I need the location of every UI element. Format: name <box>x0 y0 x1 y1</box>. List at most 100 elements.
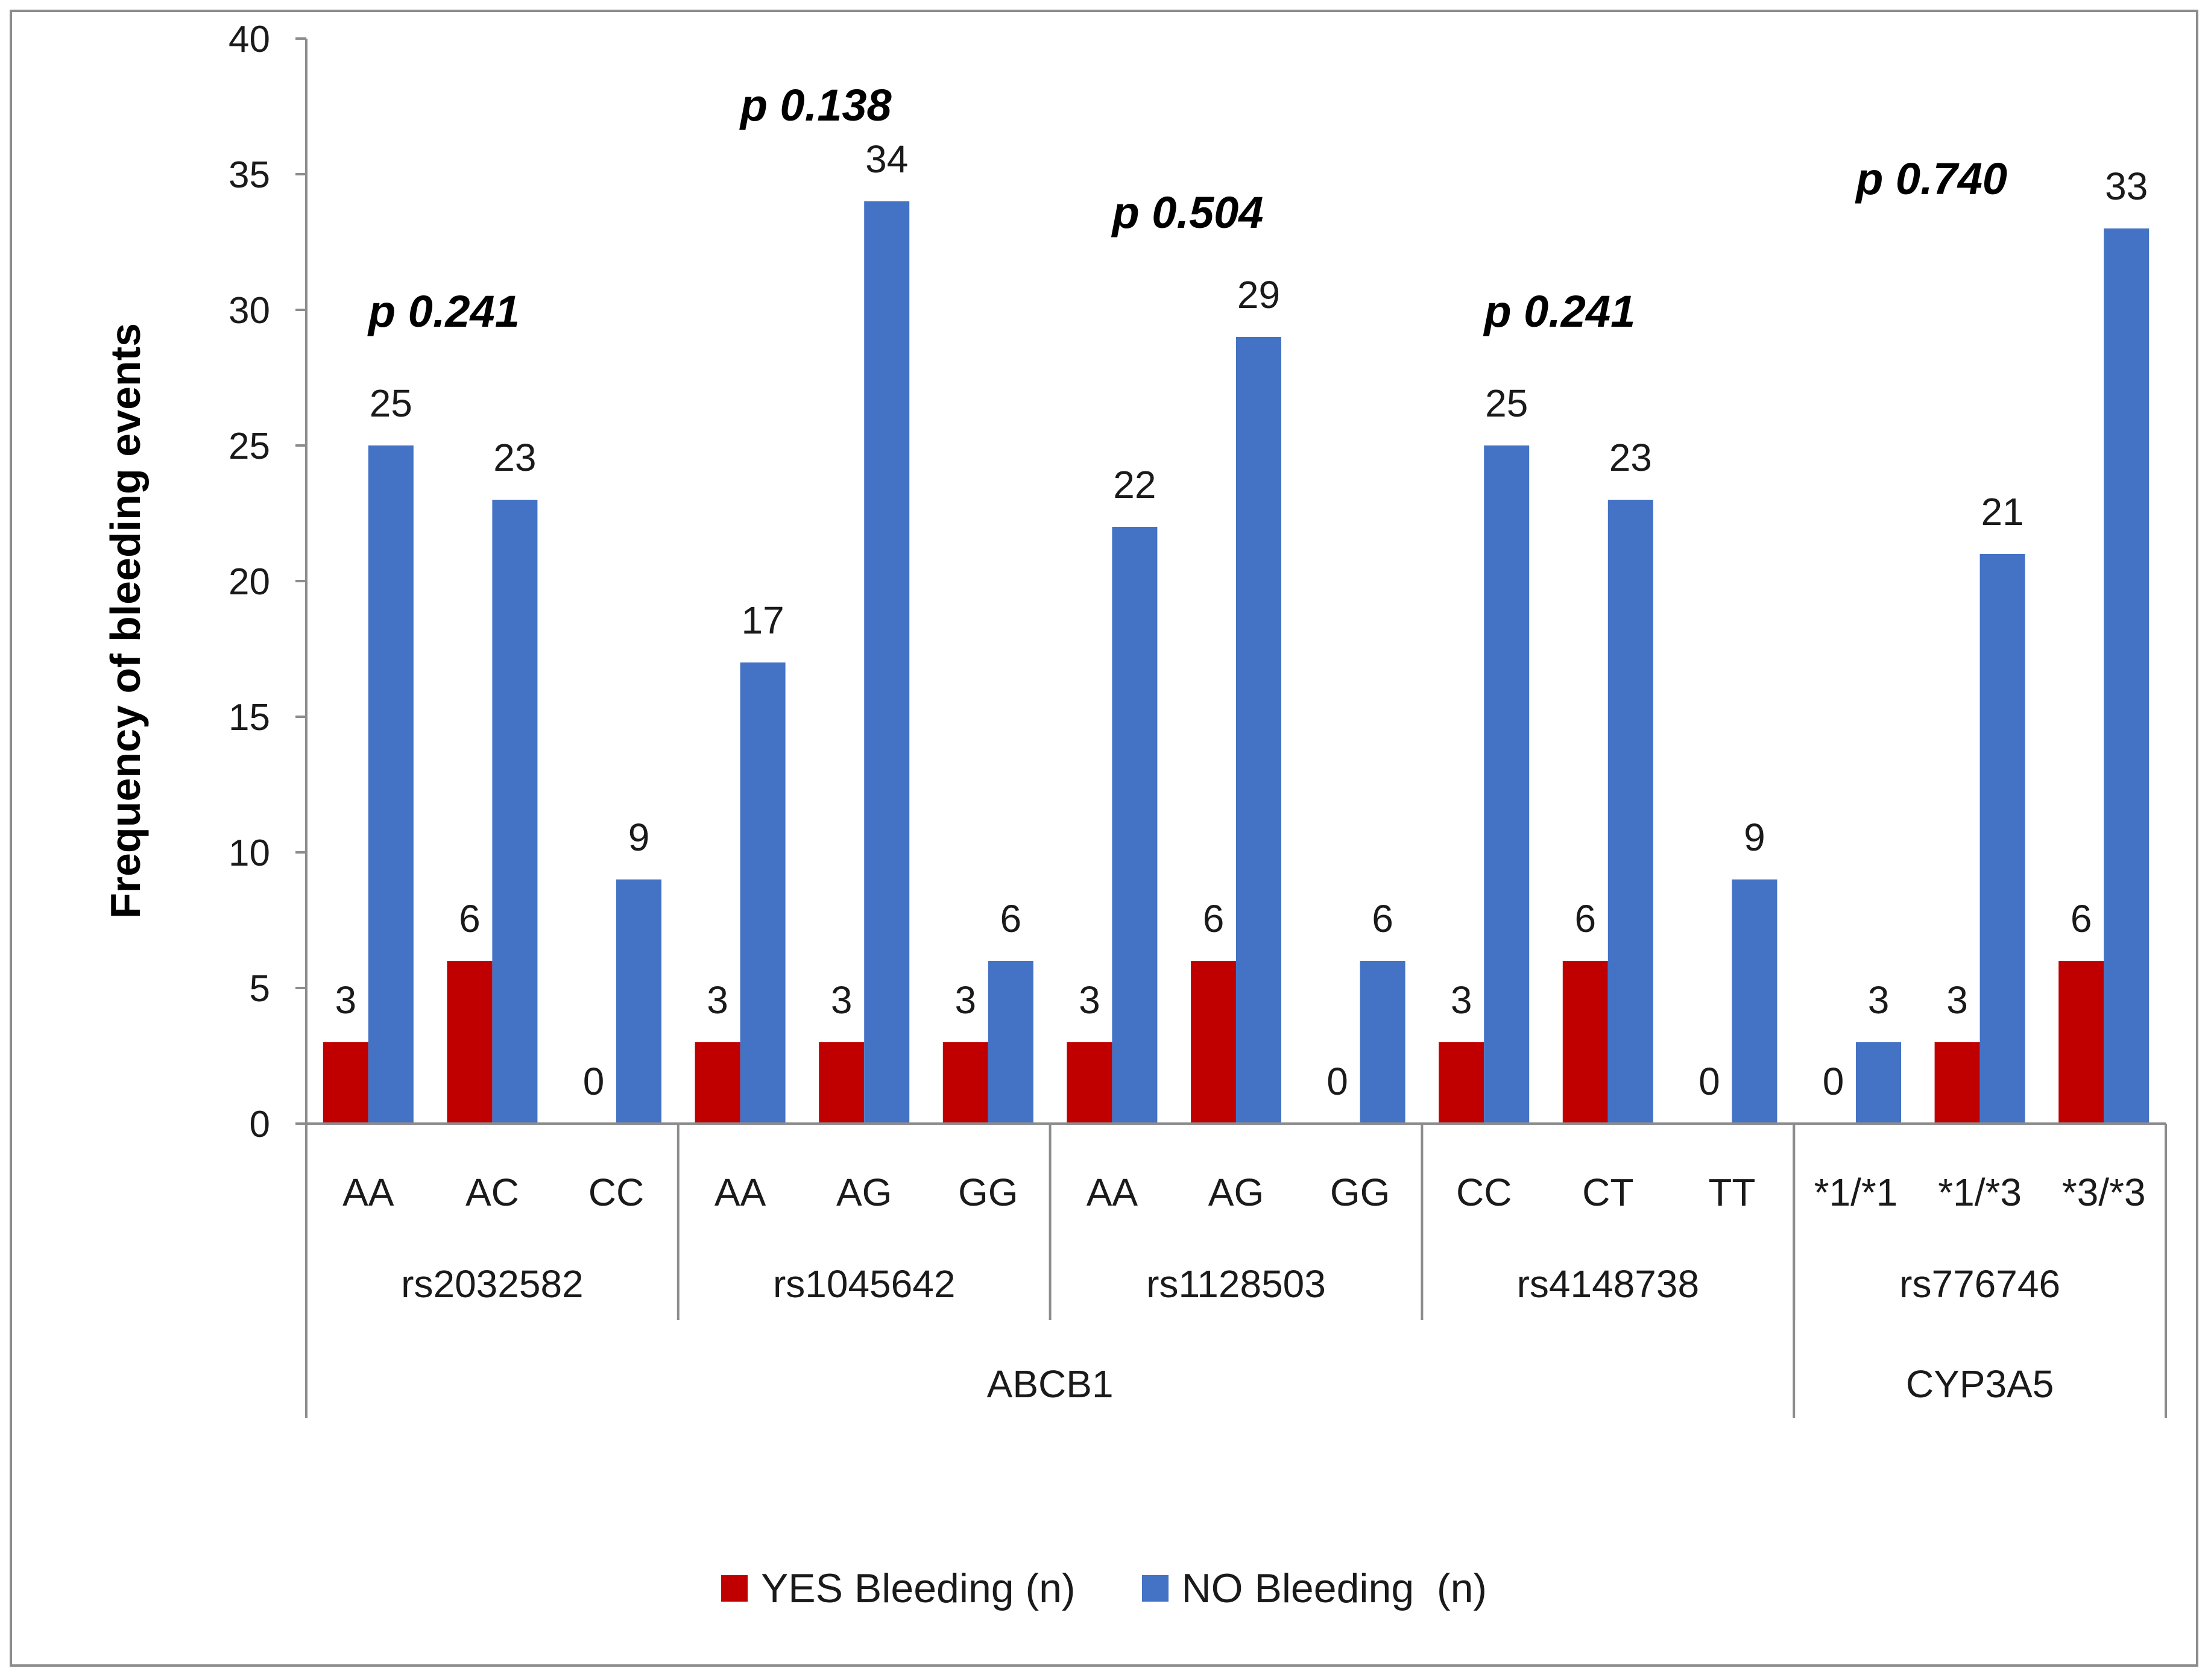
y-axis-label: Frequency of bleeding events <box>102 323 149 919</box>
data-label-no: 3 <box>1868 978 1890 1022</box>
data-label-no: 33 <box>2105 165 2148 208</box>
y-tick-label: 40 <box>229 19 270 60</box>
y-tick-label: 35 <box>229 154 270 196</box>
legend-swatch-no <box>1141 1575 1169 1602</box>
snp-group-label: rs776746 <box>1899 1262 2060 1306</box>
bar-no-bleeding <box>864 201 910 1124</box>
x-category-label: AA <box>1087 1171 1138 1214</box>
legend-item-yes: YES Bleeding (n) <box>721 1565 1076 1612</box>
x-category-label: CC <box>1456 1171 1512 1214</box>
bar-no-bleeding <box>1236 337 1281 1124</box>
x-category-label: CC <box>588 1171 644 1214</box>
y-tick-label: 20 <box>229 561 270 603</box>
legend-swatch-yes <box>721 1575 748 1602</box>
legend-label-no: NO Bleeding (n) <box>1181 1565 1487 1611</box>
data-label-yes: 3 <box>1946 978 1968 1022</box>
x-category-label: GG <box>1330 1171 1390 1214</box>
data-label-yes: 3 <box>955 978 977 1022</box>
bar-no-bleeding <box>616 879 661 1124</box>
x-category-label: *1/*1 <box>1814 1171 1898 1214</box>
x-category-label: TT <box>1708 1171 1755 1214</box>
data-label-no: 25 <box>1485 382 1528 425</box>
bar-yes-bleeding <box>1439 1042 1484 1124</box>
data-label-yes: 3 <box>831 978 853 1022</box>
y-tick-label: 5 <box>250 968 270 1010</box>
snp-group-label: rs4148738 <box>1517 1262 1699 1306</box>
data-label-no: 6 <box>1000 897 1022 940</box>
bars-layer <box>323 201 2150 1124</box>
data-label-yes: 3 <box>335 978 357 1022</box>
x-category-label: CT <box>1582 1171 1633 1214</box>
bar-no-bleeding <box>1112 527 1158 1124</box>
bar-yes-bleeding <box>819 1042 865 1124</box>
data-label-no: 22 <box>1113 463 1156 506</box>
snp-group-label: rs1045642 <box>773 1262 955 1306</box>
y-tick-label: 30 <box>229 290 270 332</box>
bar-no-bleeding <box>1856 1042 1901 1124</box>
bar-yes-bleeding <box>1934 1042 1980 1124</box>
legend-label-yes: YES Bleeding (n) <box>760 1565 1076 1611</box>
labels-layer: 0510152025303540325AA623AC09CC317AA334AG… <box>229 19 2148 1406</box>
bar-no-bleeding <box>1484 445 1530 1124</box>
gene-group-label: ABCB1 <box>987 1362 1114 1406</box>
data-label-no: 23 <box>1609 436 1652 479</box>
data-label-yes: 0 <box>1699 1060 1720 1103</box>
x-category-label: AA <box>714 1171 766 1214</box>
x-category-label: AG <box>1208 1171 1264 1214</box>
bar-no-bleeding <box>2104 228 2150 1124</box>
data-label-yes: 0 <box>1326 1060 1348 1103</box>
x-category-label: AG <box>836 1171 892 1214</box>
bar-no-bleeding <box>988 961 1033 1124</box>
bar-yes-bleeding <box>323 1042 368 1124</box>
bar-no-bleeding <box>740 662 786 1124</box>
chart-border <box>10 10 2198 1667</box>
snp-group-label: rs1128503 <box>1146 1262 1326 1306</box>
legend: YES Bleeding (n) NO Bleeding (n) <box>0 1555 2208 1622</box>
y-tick-label: 15 <box>229 697 270 738</box>
bar-yes-bleeding <box>447 961 493 1124</box>
data-label-yes: 6 <box>459 897 481 940</box>
bar-no-bleeding <box>368 445 414 1124</box>
bar-yes-bleeding <box>1562 961 1608 1124</box>
x-category-label: AC <box>465 1171 519 1214</box>
data-label-yes: 0 <box>1823 1060 1844 1103</box>
p-value-label: p 0.740 <box>1855 154 2007 204</box>
data-label-yes: 3 <box>1451 978 1472 1022</box>
x-category-label: *3/*3 <box>2062 1171 2146 1214</box>
bar-no-bleeding <box>492 500 538 1124</box>
axes-layer <box>295 37 2167 1418</box>
data-label-no: 25 <box>370 382 412 425</box>
bar-no-bleeding <box>1732 879 1777 1124</box>
data-label-no: 21 <box>1981 490 2024 533</box>
bar-yes-bleeding <box>1191 961 1236 1124</box>
data-label-no: 9 <box>628 816 650 859</box>
bar-no-bleeding <box>1607 500 1653 1124</box>
bar-no-bleeding <box>1979 554 2025 1124</box>
data-label-yes: 6 <box>2071 897 2092 940</box>
bar-no-bleeding <box>1360 961 1405 1124</box>
snp-group-label: rs2032582 <box>401 1262 583 1306</box>
y-tick-label: 25 <box>229 426 270 467</box>
data-label-yes: 3 <box>707 978 728 1022</box>
x-category-label: AA <box>342 1171 394 1214</box>
bar-yes-bleeding <box>2058 961 2104 1124</box>
x-category-label: *1/*3 <box>1938 1171 2022 1214</box>
p-value-label: p 0.504 <box>1111 187 1264 238</box>
bar-yes-bleeding <box>695 1042 740 1124</box>
data-label-yes: 6 <box>1203 897 1225 940</box>
data-label-no: 17 <box>742 599 784 642</box>
bar-yes-bleeding <box>1067 1042 1112 1124</box>
data-label-no: 9 <box>1744 816 1765 859</box>
gene-group-label: CYP3A5 <box>1906 1362 2054 1406</box>
y-tick-label: 10 <box>229 832 270 874</box>
data-label-yes: 3 <box>1079 978 1100 1022</box>
data-label-yes: 0 <box>583 1060 605 1103</box>
data-label-no: 6 <box>1372 897 1393 940</box>
p-value-label: p 0.241 <box>1483 286 1635 336</box>
data-label-no: 23 <box>493 436 536 479</box>
data-label-no: 34 <box>865 137 908 181</box>
data-label-no: 29 <box>1237 273 1280 316</box>
bar-yes-bleeding <box>942 1042 988 1124</box>
